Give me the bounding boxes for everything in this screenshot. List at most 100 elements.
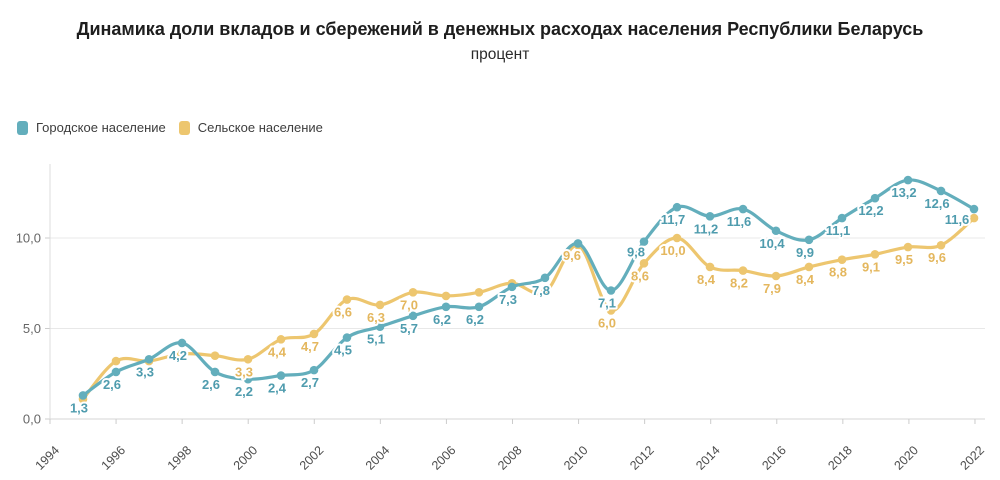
data-point[interactable] <box>639 237 649 246</box>
data-point-label: 5,1 <box>367 332 385 347</box>
data-point[interactable] <box>474 302 484 312</box>
data-point[interactable] <box>342 333 352 342</box>
data-point-label: 9,9 <box>796 245 814 260</box>
data-point[interactable] <box>969 204 979 214</box>
chart-title: Динамика доли вкладов и сбережений в ден… <box>76 19 924 39</box>
data-point[interactable] <box>705 262 715 272</box>
data-point[interactable] <box>705 211 715 221</box>
data-point[interactable] <box>111 367 121 377</box>
data-point[interactable] <box>144 354 154 364</box>
data-point-label: 2,4 <box>268 381 287 396</box>
data-point[interactable] <box>408 311 418 321</box>
data-point[interactable] <box>738 266 748 275</box>
data-point[interactable] <box>111 356 121 366</box>
y-axis-tick-label: 0,0 <box>23 412 41 427</box>
data-point[interactable] <box>672 202 682 212</box>
data-point[interactable] <box>243 354 253 364</box>
data-point[interactable] <box>276 371 286 380</box>
x-axis-tick-label: 2020 <box>891 443 921 473</box>
data-point[interactable] <box>540 288 550 297</box>
data-point-label: 8,4 <box>697 272 716 287</box>
series-line-0 <box>81 178 976 398</box>
data-point[interactable] <box>672 233 682 243</box>
x-axis-tick-label: 2002 <box>297 443 327 473</box>
x-axis-tick-label: 2006 <box>429 443 459 473</box>
data-point-label: 6,0 <box>598 315 616 330</box>
legend-item-urban[interactable]: Городское население <box>17 120 166 135</box>
data-point-label: 11,6 <box>727 214 752 229</box>
data-point-label: 2,6 <box>103 377 121 392</box>
x-axis-tick-label: 2010 <box>561 443 591 473</box>
data-point-label: 8,4 <box>796 272 815 287</box>
data-point-label: 7,9 <box>763 281 781 296</box>
data-point[interactable] <box>771 226 781 236</box>
data-point-label: 6,6 <box>334 305 352 320</box>
data-point-label: 7,0 <box>400 297 418 312</box>
data-point[interactable] <box>738 204 748 214</box>
data-point-label: 8,2 <box>730 276 748 291</box>
data-point[interactable] <box>309 329 319 339</box>
data-point[interactable] <box>78 391 88 400</box>
data-point-label: 9,5 <box>895 252 913 267</box>
data-point[interactable] <box>408 288 418 297</box>
data-point-label: 4,7 <box>301 339 319 354</box>
data-point[interactable] <box>903 242 913 252</box>
data-point[interactable] <box>606 286 616 295</box>
data-point[interactable] <box>309 365 319 375</box>
data-point-label: 2,6 <box>202 377 220 392</box>
y-axis-tick-label: 10,0 <box>16 231 41 246</box>
data-point-label: 12,6 <box>924 196 949 211</box>
data-point[interactable] <box>177 338 187 348</box>
chart-subtitle: процент <box>470 45 530 63</box>
x-axis-tick-label: 2008 <box>495 443 525 473</box>
data-point[interactable] <box>936 240 946 250</box>
data-point[interactable] <box>903 175 913 185</box>
data-point[interactable] <box>210 367 220 377</box>
data-point[interactable] <box>276 335 286 344</box>
data-point[interactable] <box>507 282 517 292</box>
data-point[interactable] <box>837 255 847 265</box>
data-point-label: 8,8 <box>829 265 847 280</box>
legend: Городское население Сельское население <box>17 120 323 135</box>
data-point[interactable] <box>474 288 484 297</box>
data-point-label: 11,6 <box>945 212 970 227</box>
data-point[interactable] <box>870 193 880 203</box>
data-point-label: 4,5 <box>334 343 352 358</box>
data-point[interactable] <box>804 262 814 272</box>
line-chart: 0,0 5,0 10,0 1994 1996 1998 2000 2002 2004 2006 20… <box>16 164 987 473</box>
data-point[interactable] <box>375 322 385 331</box>
data-point-label: 5,7 <box>400 321 418 336</box>
data-point[interactable] <box>441 302 451 312</box>
data-point-label: 13,2 <box>891 185 916 200</box>
x-axis-tick-label: 2012 <box>627 443 657 473</box>
data-point-label: 4,4 <box>268 344 287 359</box>
x-axis-tick-label: 2016 <box>759 443 789 473</box>
data-point[interactable] <box>606 306 616 315</box>
data-point[interactable] <box>375 300 385 310</box>
data-point[interactable] <box>540 273 550 283</box>
data-point[interactable] <box>177 349 187 359</box>
legend-label-urban: Городское население <box>36 120 166 135</box>
data-point-label: 9,1 <box>862 259 880 274</box>
data-point[interactable] <box>837 213 847 223</box>
data-point[interactable] <box>573 239 583 248</box>
data-point[interactable] <box>210 351 220 360</box>
data-point[interactable] <box>936 186 946 196</box>
data-point-label: 7,3 <box>499 292 517 307</box>
legend-swatch-urban-icon <box>17 120 28 135</box>
data-point-label: 9,6 <box>928 250 946 265</box>
data-point[interactable] <box>771 271 781 281</box>
data-point-label: 7,8 <box>532 283 550 298</box>
legend-item-rural[interactable]: Сельское население <box>178 120 323 135</box>
data-point[interactable] <box>243 374 253 384</box>
data-point[interactable] <box>969 213 979 223</box>
x-axis-tick-label: 1998 <box>165 443 195 473</box>
data-point[interactable] <box>804 235 814 245</box>
data-point[interactable] <box>870 249 880 259</box>
data-point[interactable] <box>639 259 649 268</box>
data-point-label: 2,7 <box>301 375 319 390</box>
data-point[interactable] <box>342 295 352 304</box>
x-axis-tick-label: 2018 <box>825 443 855 473</box>
data-point[interactable] <box>441 291 451 301</box>
